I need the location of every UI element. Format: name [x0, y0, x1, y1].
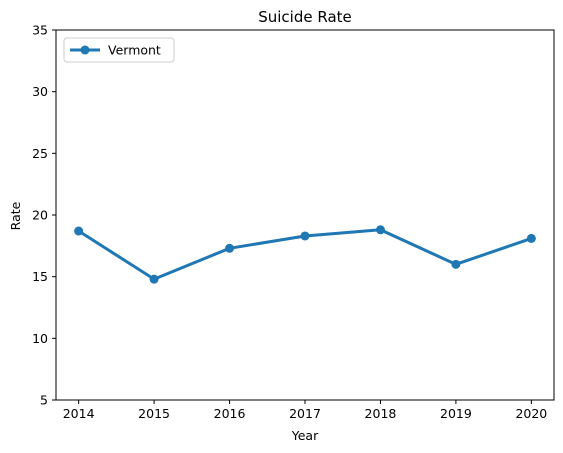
x-tick-label: 2017	[289, 406, 321, 421]
x-tick-label: 2016	[214, 406, 246, 421]
x-tick-label: 2018	[365, 406, 397, 421]
data-point	[451, 259, 461, 269]
x-tick-label: 2020	[515, 406, 547, 421]
data-point	[74, 226, 84, 236]
legend-label: Vermont	[108, 43, 161, 58]
y-tick-label: 20	[32, 208, 48, 223]
data-point	[300, 231, 310, 241]
y-tick-label: 5	[40, 393, 48, 408]
legend-marker	[80, 45, 90, 55]
y-tick-label: 25	[32, 146, 48, 161]
x-tick-label: 2015	[138, 406, 170, 421]
x-tick-label: 2019	[440, 406, 472, 421]
y-tick-label: 30	[32, 84, 48, 99]
x-axis-label: Year	[291, 428, 319, 443]
y-tick-label: 15	[32, 269, 48, 284]
x-axis: 2014 2015 2016 2017 2018 2019 2020	[63, 400, 547, 421]
data-point	[526, 233, 536, 243]
x-tick-label: 2014	[63, 406, 95, 421]
y-axis-label: Rate	[8, 201, 23, 230]
y-tick-label: 10	[32, 331, 48, 346]
y-axis: 5 10 15 20 25 30 35	[32, 23, 56, 408]
legend: Vermont	[63, 37, 175, 63]
legend-box	[63, 37, 175, 63]
data-point	[375, 225, 385, 235]
series-layer	[74, 225, 536, 284]
chart-title: Suicide Rate	[258, 8, 352, 26]
data-point	[225, 243, 235, 253]
y-tick-label: 35	[32, 23, 48, 38]
data-point	[149, 274, 159, 284]
